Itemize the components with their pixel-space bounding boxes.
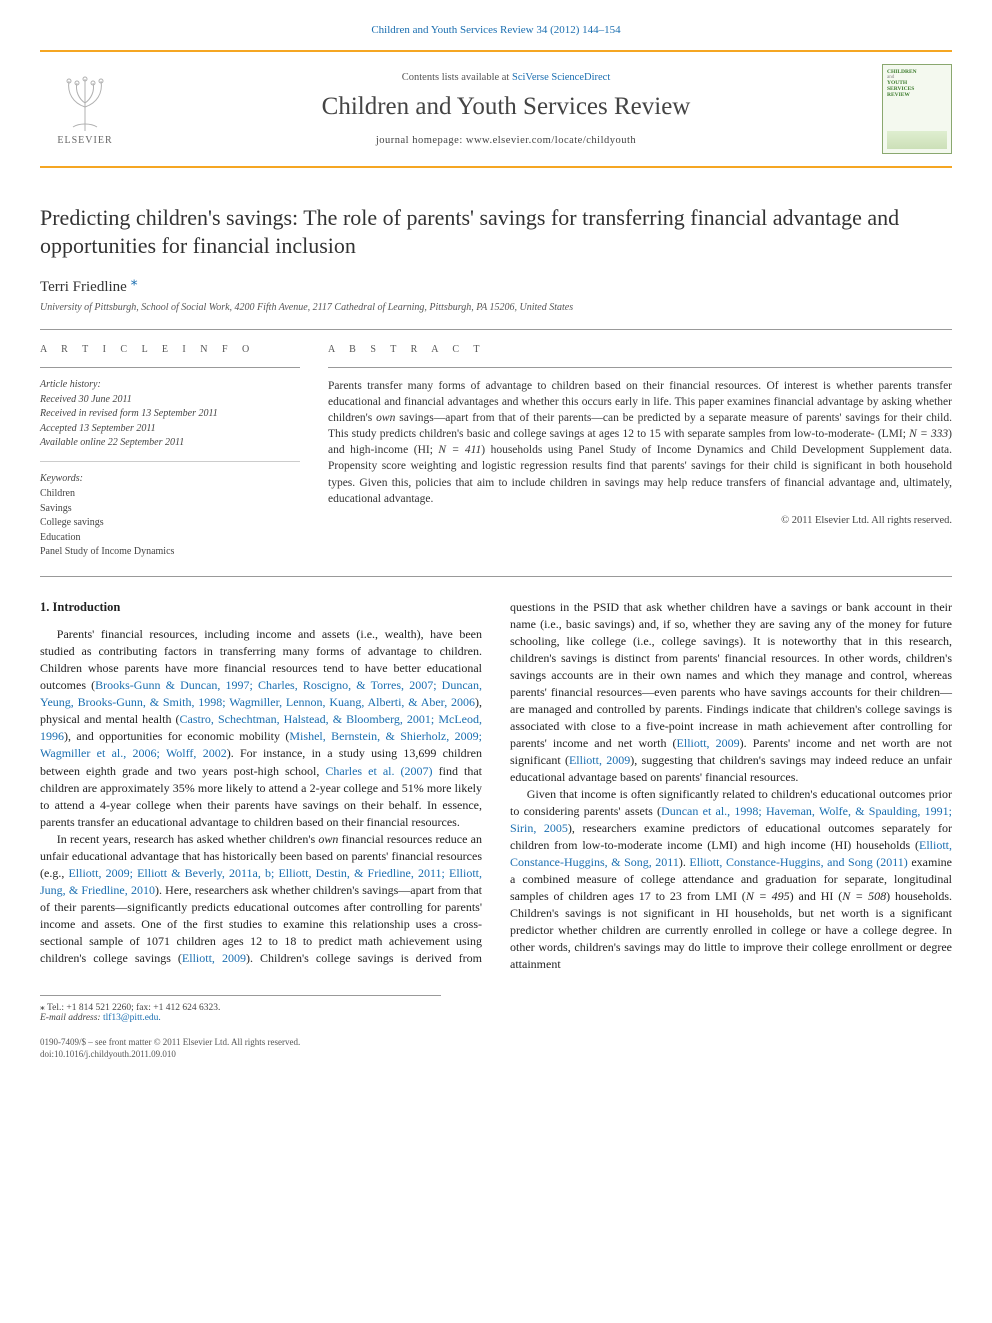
contents-lists-line: Contents lists available at SciVerse Sci… [142,72,870,83]
publisher-name: ELSEVIER [57,135,112,146]
body-n-hi: N = 508 [842,889,886,903]
tel-label: Tel.: [47,1003,66,1013]
journal-cover-thumbnail: CHILDREN and YOUTH SERVICES REVIEW [882,64,952,154]
body-text: ) and HI ( [790,889,843,903]
contents-prefix: Contents lists available at [402,72,512,83]
sciencedirect-link[interactable]: SciVerse ScienceDirect [512,72,610,83]
abstract-text: Parents transfer many forms of advantage… [328,378,952,507]
citation-link[interactable]: Elliott, Constance-Huggins, and Song (20… [689,855,907,869]
abstract-copyright: © 2011 Elsevier Ltd. All rights reserved… [328,515,952,526]
abs-part: savings—apart from that of their parents… [328,412,952,440]
keywords-block: Keywords: Children Savings College savin… [40,472,300,560]
body-own-italic: own [318,832,338,846]
elsevier-tree-icon [55,73,115,133]
homepage-url[interactable]: www.elsevier.com/locate/childyouth [466,135,636,146]
email-link[interactable]: tlf13@pitt.edu. [103,1013,161,1023]
divider-top [40,329,952,330]
citation-link[interactable]: Elliott, 2009 [182,951,246,965]
keyword: Children [40,488,75,499]
article-info-column: A R T I C L E I N F O Article history: R… [40,344,300,560]
body-text: ). [679,855,690,869]
keyword: Panel Study of Income Dynamics [40,546,174,557]
cover-decorative-bar [887,131,947,149]
page-footer: 0190-7409/$ – see front matter © 2011 El… [40,1037,952,1060]
keyword: Education [40,532,81,543]
history-revised: Received in revised form 13 September 20… [40,408,218,419]
journal-header: ELSEVIER Contents lists available at Sci… [40,50,952,168]
history-label: Article history: [40,379,101,390]
citation-link[interactable]: Elliott, 2009 [677,736,740,750]
fax-value: +1 412 624 6323. [153,1003,220,1013]
cover-line-5: REVIEW [887,92,947,98]
doi-line: doi:10.1016/j.childyouth.2011.09.010 [40,1049,952,1061]
abstract-label: A B S T R A C T [328,344,952,355]
keyword: Savings [40,503,72,514]
history-received: Received 30 June 2011 [40,394,132,405]
section-heading-intro: 1. Introduction [40,599,482,617]
body-columns: 1. Introduction Parents' financial resou… [40,599,952,974]
star-icon: ⁎ [40,1003,47,1013]
journal-homepage-line: journal homepage: www.elsevier.com/locat… [142,135,870,146]
divider-bottom [40,576,952,577]
corresponding-author-icon[interactable]: ⁎ [131,274,138,289]
body-paragraph-1: Parents' financial resources, including … [40,626,482,830]
issn-line: 0190-7409/$ – see front matter © 2011 El… [40,1037,952,1049]
keyword: College savings [40,517,104,528]
article-title: Predicting children's savings: The role … [40,204,952,259]
abs-n-hi: N = 411 [438,444,481,456]
body-paragraph-3: Given that income is often significantly… [510,786,952,973]
body-text: ), and opportunities for economic mobili… [64,729,289,743]
homepage-label: journal homepage: [376,135,466,146]
abs-own-italic: own [376,412,395,424]
author-affiliation: University of Pittsburgh, School of Soci… [40,302,952,313]
citation-link[interactable]: Elliott, 2009 [569,753,630,767]
keywords-label: Keywords: [40,472,300,487]
page-header-citation[interactable]: Children and Youth Services Review 34 (2… [40,24,952,36]
article-history: Article history: Received 30 June 2011 R… [40,378,300,462]
header-center: Contents lists available at SciVerse Sci… [130,72,882,146]
article-info-label: A R T I C L E I N F O [40,344,300,355]
tel-value: +1 814 521 2260 [66,1003,131,1013]
publisher-logo-block: ELSEVIER [40,73,130,146]
fax-label: ; fax: [131,1003,153,1013]
body-text: ), researchers examine predictors of edu… [510,821,952,852]
divider-abs [328,367,952,368]
email-label: E-mail address: [40,1013,103,1023]
citation-link[interactable]: Brooks-Gunn & Duncan, 1997; Charles, Ros… [40,678,482,709]
history-online: Available online 22 September 2011 [40,437,184,448]
corresponding-author-footer: ⁎ Tel.: +1 814 521 2260; fax: +1 412 624… [40,995,441,1023]
body-text: In recent years, research has asked whet… [57,832,319,846]
citation-link[interactable]: Charles et al. (2007) [325,764,432,778]
history-accepted: Accepted 13 September 2011 [40,423,156,434]
journal-title: Children and Youth Services Review [142,93,870,121]
info-abstract-row: A R T I C L E I N F O Article history: R… [40,344,952,560]
abs-n-lmi: N = 333 [909,428,948,440]
divider-info [40,367,300,368]
body-n-lmi: N = 495 [746,889,790,903]
abstract-column: A B S T R A C T Parents transfer many fo… [328,344,952,560]
author-line: Terri Friedline ⁎ [40,273,952,296]
author-name[interactable]: Terri Friedline [40,279,127,295]
